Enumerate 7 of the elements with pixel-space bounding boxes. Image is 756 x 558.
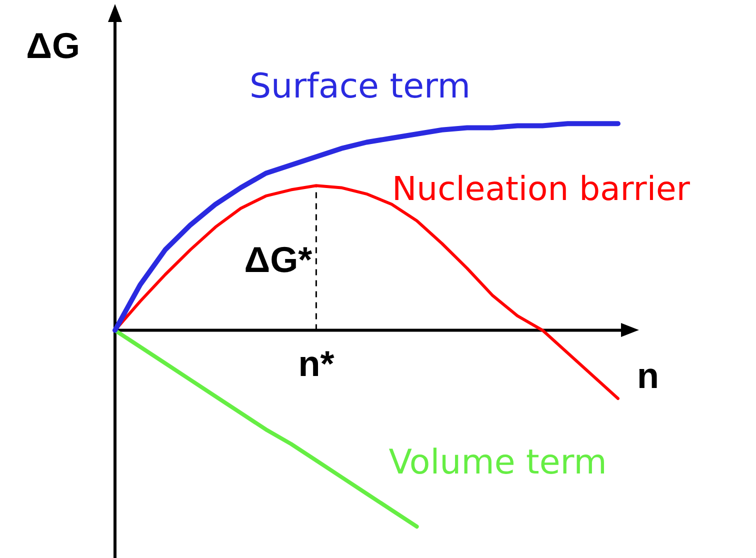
annotation: n* — [298, 343, 334, 384]
y-axis-title: ΔG — [26, 24, 80, 66]
series-label: Surface term — [249, 66, 471, 106]
annotation: ΔG* — [244, 238, 312, 280]
series-label: Nucleation barrier — [392, 169, 690, 208]
series-label: Volume term — [388, 442, 607, 482]
x-axis-title: n — [637, 355, 659, 396]
